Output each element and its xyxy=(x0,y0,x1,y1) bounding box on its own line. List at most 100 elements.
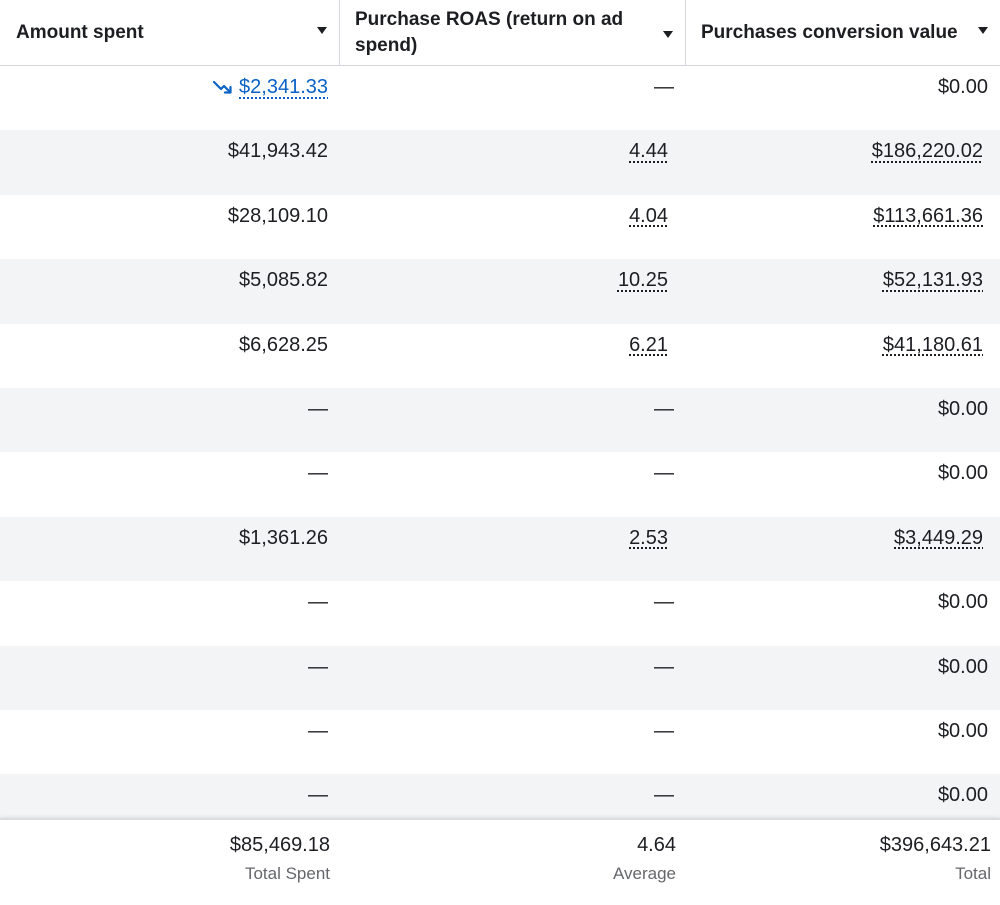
table-row: $2,341.33 — $0.00 xyxy=(0,66,1000,130)
roas-cell: — xyxy=(339,774,685,838)
roas-cell: 6.21 xyxy=(339,324,685,388)
amount-spent-cell: — xyxy=(0,581,339,645)
conv-value[interactable]: $113,661.36 xyxy=(873,204,983,227)
conv-value: $0.00 xyxy=(937,784,988,807)
table-row: — — $0.00 xyxy=(0,387,1000,453)
amount-spent-value: $41,943.42 xyxy=(227,140,328,163)
summary-value: $85,469.18 xyxy=(229,834,330,856)
conv-value[interactable]: $52,131.93 xyxy=(882,269,983,292)
roas-value[interactable]: 6.21 xyxy=(629,333,668,356)
conv-value: $0.00 xyxy=(937,462,988,485)
amount-spent-cell: $5,085.82 xyxy=(0,259,339,323)
summary-label: Average xyxy=(612,864,676,883)
table-row: $41,943.42 4.44 $186,220.02 xyxy=(0,130,1000,195)
amount-spent-value: — xyxy=(308,462,328,485)
amount-spent-cell: — xyxy=(0,774,339,838)
roas-cell: — xyxy=(339,66,685,130)
conv-value: $0.00 xyxy=(937,655,988,678)
conv-value-cell: $3,449.29 xyxy=(685,517,1000,581)
table-header: Amount spent Purchase ROAS (return on ad… xyxy=(0,0,1000,66)
amount-spent-cell: — xyxy=(0,388,339,452)
conv-value[interactable]: $186,220.02 xyxy=(871,140,983,163)
table-row: — — $0.00 xyxy=(0,710,1000,774)
summary-roas: 4.64 Average xyxy=(339,820,685,905)
roas-value[interactable]: 4.04 xyxy=(629,204,668,227)
caret-down-icon[interactable] xyxy=(663,31,673,38)
trending-down-icon xyxy=(213,80,232,94)
column-header-amount-spent[interactable]: Amount spent xyxy=(0,0,339,66)
summary-value: 4.64 xyxy=(637,834,676,856)
roas-cell: — xyxy=(339,452,685,516)
amount-spent-value: — xyxy=(308,719,328,742)
conv-value-cell: $52,131.93 xyxy=(685,259,1000,323)
amount-spent-value: — xyxy=(308,397,328,420)
roas-value: — xyxy=(654,591,674,614)
amount-spent-link[interactable]: $2,341.33 xyxy=(239,76,328,98)
conv-value-cell: $0.00 xyxy=(685,646,1000,710)
column-header-purchase-roas[interactable]: Purchase ROAS (return on ad spend) xyxy=(339,0,685,66)
column-header-label: Purchases conversion value xyxy=(701,22,958,43)
amount-spent-cell: $28,109.10 xyxy=(0,195,339,259)
amount-spent-cell: $1,361.26 xyxy=(0,517,339,581)
amount-spent-value: $28,109.10 xyxy=(227,204,328,227)
conv-value-cell: $0.00 xyxy=(685,774,1000,838)
roas-value[interactable]: 4.44 xyxy=(629,140,668,163)
table-footer-summary: $85,469.18 Total Spent 4.64 Average $396… xyxy=(0,818,1000,905)
roas-cell: 2.53 xyxy=(339,517,685,581)
amount-spent-value-wrap[interactable]: $2,341.33 xyxy=(213,76,328,98)
caret-down-icon[interactable] xyxy=(978,27,988,34)
table-row: $5,085.82 10.25 $52,131.93 xyxy=(0,259,1000,324)
roas-value: — xyxy=(654,719,674,742)
summary-label: Total xyxy=(955,864,991,883)
table-row: $28,109.10 4.04 $113,661.36 xyxy=(0,195,1000,259)
conv-value: $0.00 xyxy=(937,591,988,614)
table-row: — — $0.00 xyxy=(0,645,1000,710)
amount-spent-value: — xyxy=(308,655,328,678)
roas-cell: — xyxy=(339,710,685,774)
amount-spent-value: — xyxy=(308,784,328,807)
summary-amount-spent: $85,469.18 Total Spent xyxy=(0,820,339,905)
amount-spent-cell: $6,628.25 xyxy=(0,324,339,388)
amount-spent-cell: — xyxy=(0,710,339,774)
summary-conv-value: $396,643.21 Total xyxy=(685,820,1000,905)
conv-value: $0.00 xyxy=(937,76,988,98)
table-body: $2,341.33 — $0.00 $41,943.42 4.44 $186,2… xyxy=(0,66,1000,839)
amount-spent-value: $5,085.82 xyxy=(239,269,328,292)
conv-value-cell: $0.00 xyxy=(685,66,1000,130)
roas-cell: — xyxy=(339,646,685,710)
roas-cell: — xyxy=(339,388,685,452)
amount-spent-cell: — xyxy=(0,452,339,516)
summary-value: $396,643.21 xyxy=(879,834,991,856)
conv-value[interactable]: $41,180.61 xyxy=(882,333,983,356)
conv-value[interactable]: $3,449.29 xyxy=(894,526,983,549)
amount-spent-cell: $41,943.42 xyxy=(0,130,339,194)
amount-spent-value: $1,361.26 xyxy=(239,526,328,549)
roas-value: — xyxy=(654,655,674,678)
conv-value-cell: $113,661.36 xyxy=(685,195,1000,259)
amount-spent-cell: $2,341.33 xyxy=(0,66,339,130)
conv-value-cell: $0.00 xyxy=(685,581,1000,645)
conv-value-cell: $0.00 xyxy=(685,710,1000,774)
table-row: $6,628.25 6.21 $41,180.61 xyxy=(0,324,1000,388)
column-header-purchases-conversion-value[interactable]: Purchases conversion value xyxy=(685,0,1000,66)
amount-spent-value: $6,628.25 xyxy=(239,333,328,356)
conv-value-cell: $186,220.02 xyxy=(685,130,1000,194)
table-row: $1,361.26 2.53 $3,449.29 xyxy=(0,516,1000,582)
conv-value-cell: $0.00 xyxy=(685,388,1000,452)
roas-value[interactable]: 2.53 xyxy=(629,526,668,549)
roas-cell: 4.04 xyxy=(339,195,685,259)
summary-label: Total Spent xyxy=(244,864,330,883)
amount-spent-cell: — xyxy=(0,646,339,710)
roas-value[interactable]: 10.25 xyxy=(617,269,668,292)
column-header-label: Purchase ROAS (return on ad spend) xyxy=(355,9,624,56)
conv-value-cell: $41,180.61 xyxy=(685,324,1000,388)
roas-cell: 4.44 xyxy=(339,130,685,194)
amount-spent-value: — xyxy=(308,591,328,614)
table-row: — — $0.00 xyxy=(0,452,1000,516)
roas-cell: 10.25 xyxy=(339,259,685,323)
table-row: — — $0.00 xyxy=(0,581,1000,645)
conv-value: $0.00 xyxy=(937,397,988,420)
caret-down-icon[interactable] xyxy=(317,27,327,34)
roas-value: — xyxy=(654,462,674,485)
roas-value: — xyxy=(654,397,674,420)
